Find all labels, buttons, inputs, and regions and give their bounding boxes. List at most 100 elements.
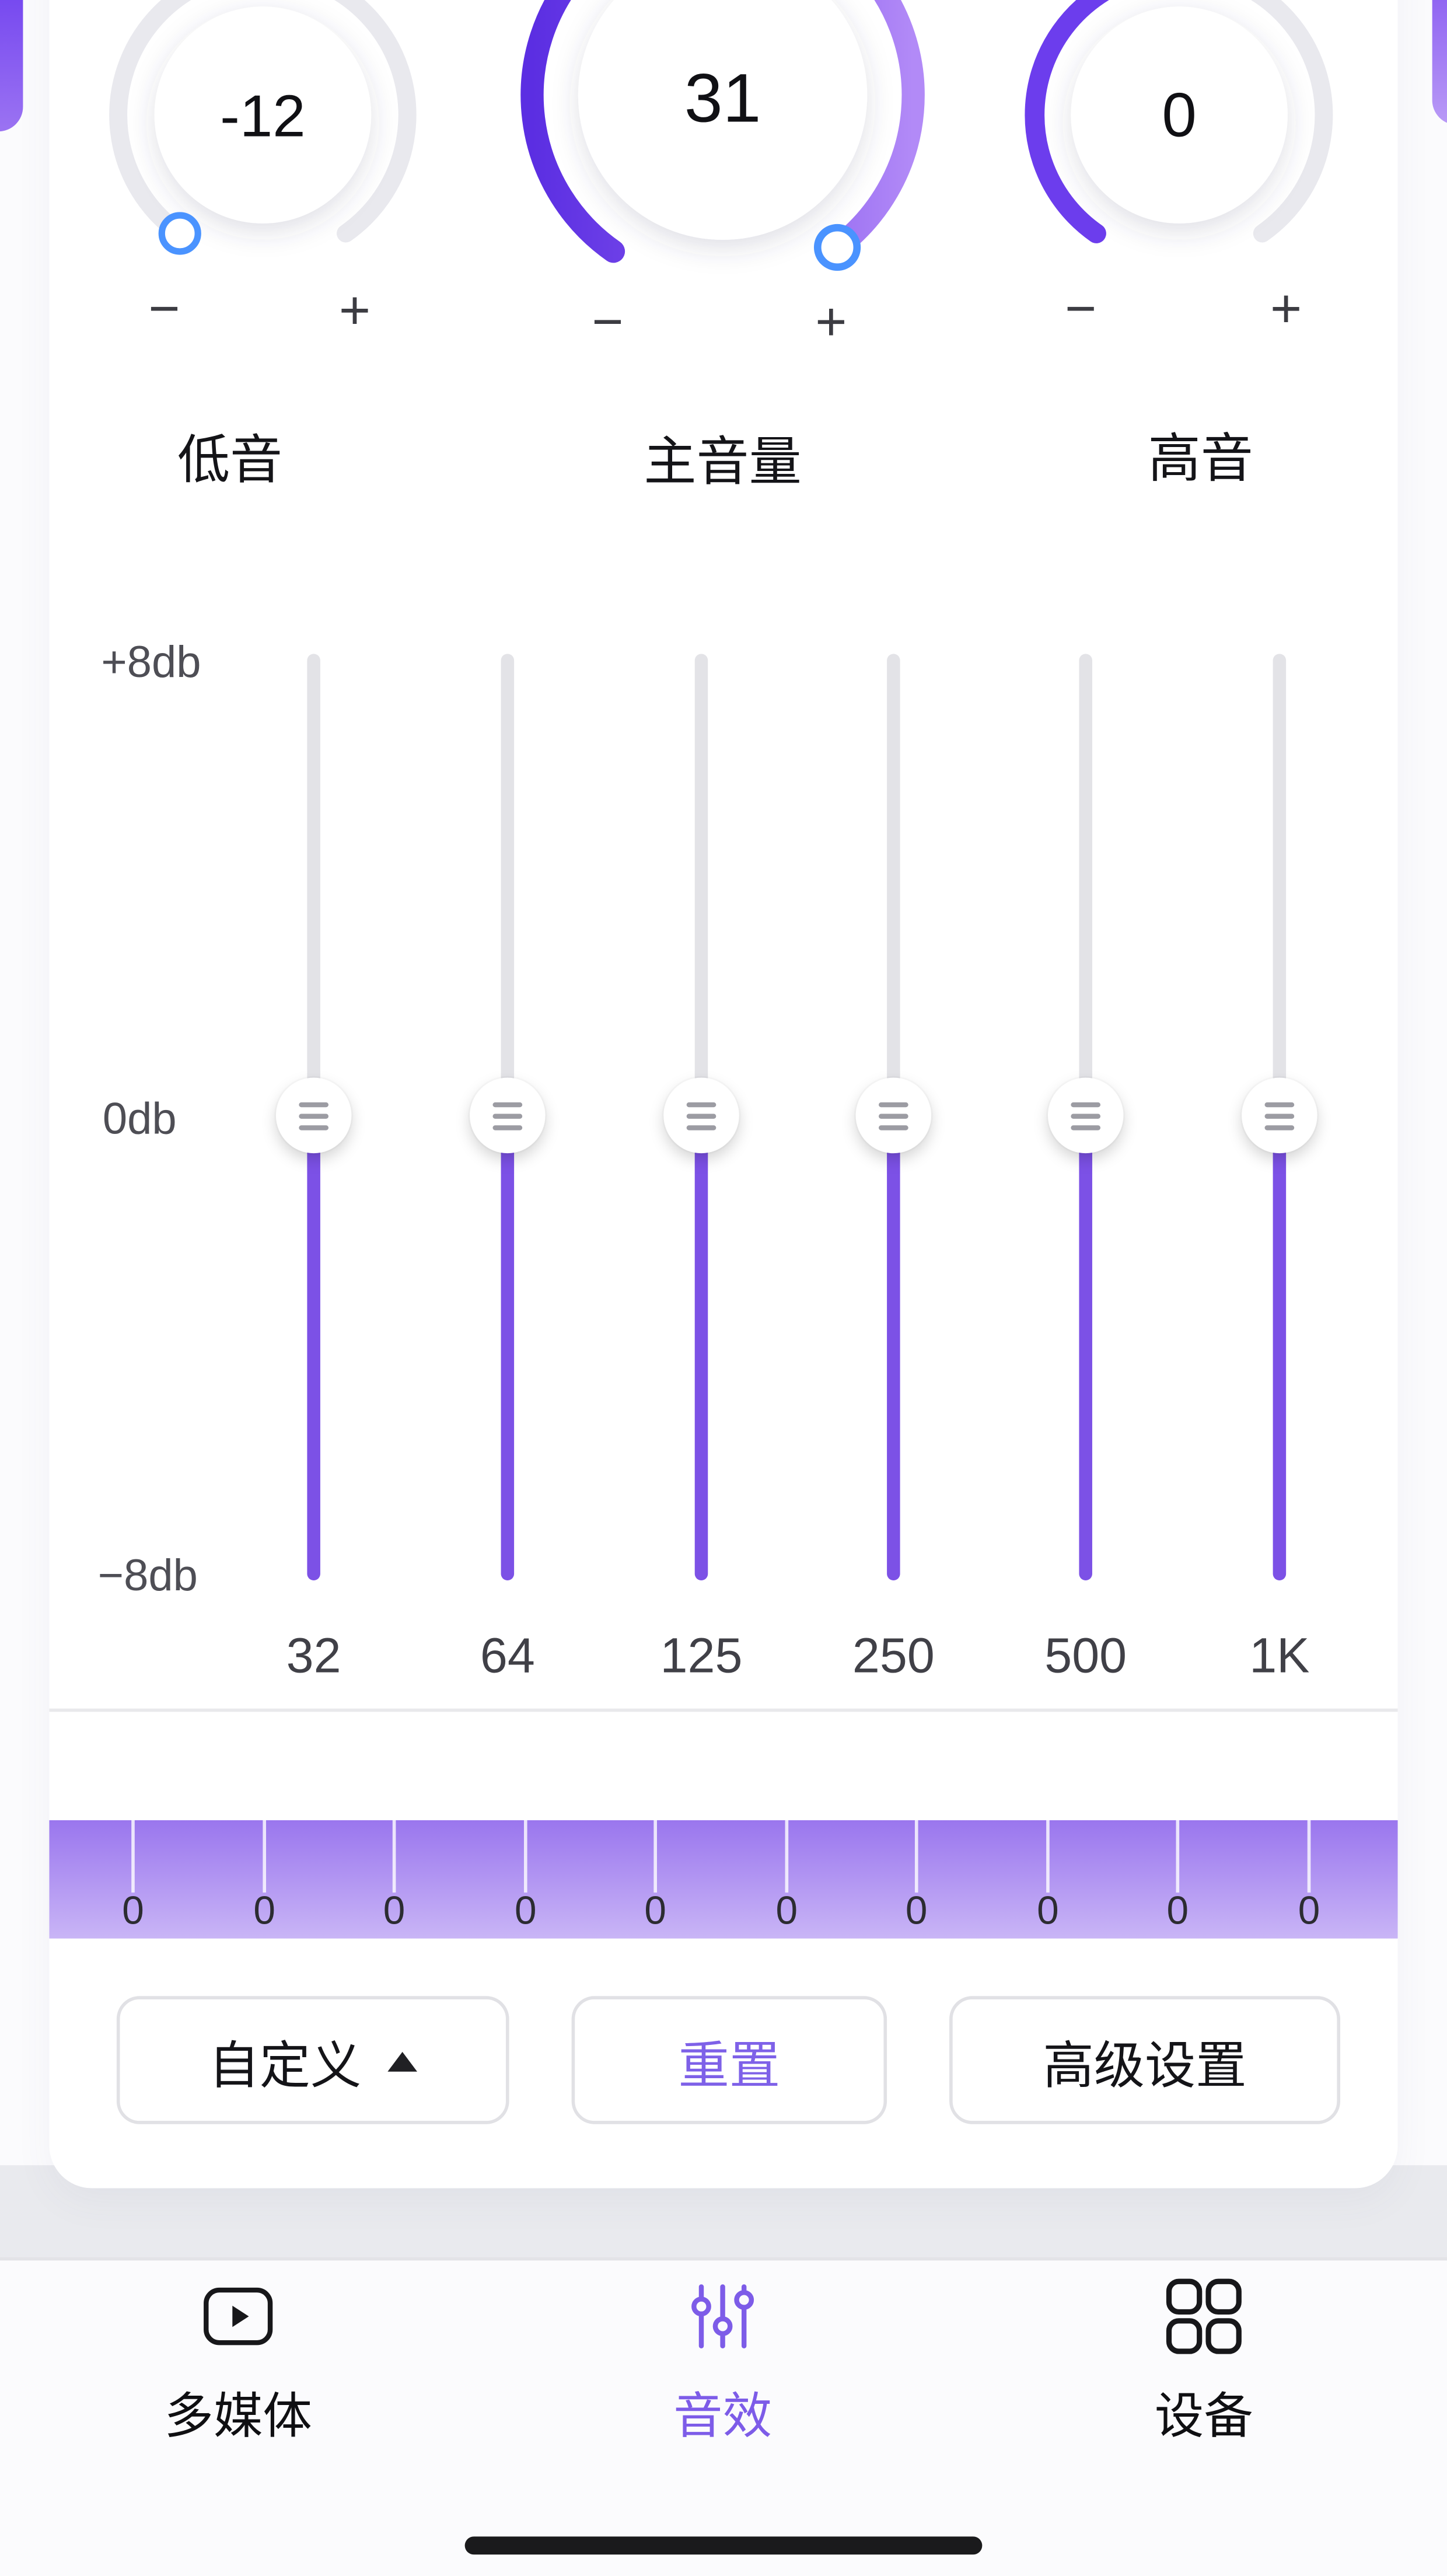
bass-increase-button[interactable]: + — [338, 279, 371, 340]
ruler-value: 0 — [122, 1889, 144, 1934]
master-decrease-button[interactable]: − — [592, 291, 624, 352]
grip-lines-icon — [879, 1113, 908, 1118]
eq-band-frequency: 250 — [852, 1629, 935, 1684]
eq-band-64[interactable]: 64 — [455, 654, 560, 1705]
ruler-value: 0 — [905, 1889, 928, 1934]
eq-band-1k[interactable]: 1K — [1227, 654, 1332, 1705]
grip-lines-icon — [686, 1113, 716, 1118]
ruler-value: 0 — [1298, 1889, 1320, 1934]
master-increase-button[interactable]: + — [815, 291, 847, 352]
treble-increase-button[interactable]: + — [1270, 277, 1302, 338]
grip-lines-icon — [1071, 1113, 1101, 1118]
bass-label: 低音 — [177, 430, 283, 490]
ruler-tick — [1046, 1820, 1050, 1893]
preset-dropdown-button[interactable]: 自定义 — [116, 1996, 509, 2124]
eq-slider-handle[interactable] — [470, 1077, 546, 1154]
treble-label: 高音 — [1148, 428, 1253, 488]
eq-track-lower[interactable] — [307, 1115, 320, 1581]
bass-knob-track[interactable] — [109, 0, 417, 243]
ruler-tick — [523, 1820, 527, 1893]
grip-lines-icon — [879, 1124, 908, 1130]
eq-track-upper[interactable] — [501, 654, 515, 1116]
treble-decrease-button[interactable]: − — [1065, 277, 1097, 338]
adjacent-card-right[interactable] — [1432, 0, 1447, 125]
eq-track-upper[interactable] — [307, 654, 320, 1116]
ruler-value: 0 — [514, 1889, 537, 1934]
caret-up-icon — [387, 2051, 418, 2072]
eq-band-125[interactable]: 125 — [649, 654, 754, 1705]
tab-sound-effects-label: 音效 — [673, 2390, 773, 2445]
ruler-value: 0 — [1166, 1889, 1189, 1934]
eq-band-500[interactable]: 500 — [1033, 654, 1138, 1705]
eq-band-250[interactable]: 250 — [841, 654, 946, 1705]
adjacent-card-left[interactable] — [0, 0, 23, 132]
advanced-settings-button[interactable]: 高级设置 — [949, 1996, 1341, 2124]
eq-track-lower[interactable] — [694, 1115, 708, 1581]
reset-button[interactable]: 重置 — [571, 1996, 887, 2124]
eq-axis-minus8db: −8db — [97, 1551, 198, 1600]
treble-knob[interactable] — [999, 0, 1360, 296]
eq-track-lower[interactable] — [501, 1115, 515, 1581]
master-volume-label: 主音量 — [644, 432, 802, 491]
ruler-tick — [392, 1820, 396, 1893]
grip-lines-icon — [492, 1113, 523, 1118]
grip-lines-icon — [299, 1113, 328, 1118]
treble-knob-progress-arc — [1025, 0, 1109, 243]
ruler-value: 0 — [383, 1889, 406, 1934]
grip-lines-icon — [1264, 1113, 1295, 1118]
treble-knob-face[interactable] — [1071, 6, 1288, 224]
grip-lines-icon — [1264, 1101, 1295, 1107]
eq-band-frequency: 125 — [660, 1629, 743, 1684]
treble-value: 0 — [1162, 82, 1197, 151]
grid-icon — [1166, 2278, 1242, 2354]
ruler-tick — [653, 1820, 657, 1893]
tab-devices-label: 设备 — [1154, 2390, 1253, 2445]
tab-sound-effects[interactable]: 音效 — [591, 2277, 854, 2448]
eq-axis-plus8db: +8db — [101, 637, 201, 687]
master-knob-handle[interactable] — [813, 224, 861, 271]
tab-multimedia[interactable]: 多媒体 — [107, 2277, 369, 2448]
eq-track-lower[interactable] — [887, 1115, 900, 1581]
eq-track-lower[interactable] — [1079, 1115, 1092, 1581]
bass-knob-handle[interactable] — [158, 212, 201, 255]
ruler-tick — [914, 1820, 918, 1893]
grip-lines-icon — [686, 1124, 716, 1130]
eq-track-upper[interactable] — [1273, 654, 1287, 1116]
eq-track-upper[interactable] — [1079, 654, 1092, 1116]
advanced-settings-label: 高级设置 — [1043, 2036, 1247, 2094]
grip-lines-icon — [1071, 1124, 1101, 1130]
grip-lines-icon — [686, 1101, 716, 1107]
eq-axis-0db: 0db — [102, 1094, 177, 1144]
master-knob-face[interactable] — [578, 0, 868, 240]
eq-slider-handle[interactable] — [1242, 1077, 1317, 1154]
home-indicator[interactable] — [464, 2536, 983, 2555]
grip-lines-icon — [299, 1124, 328, 1130]
ruler-tick — [131, 1820, 135, 1893]
tab-devices[interactable]: 设备 — [1072, 2277, 1335, 2448]
bass-value: -12 — [220, 82, 306, 150]
grip-lines-icon — [1071, 1101, 1101, 1107]
eq-slider-handle[interactable] — [663, 1077, 739, 1154]
ruler-value: 0 — [1037, 1889, 1059, 1934]
bass-decrease-button[interactable]: − — [148, 277, 180, 338]
eq-track-lower[interactable] — [1273, 1115, 1287, 1581]
eq-slider-handle[interactable] — [1047, 1077, 1124, 1154]
eq-slider-handle[interactable] — [275, 1077, 352, 1154]
grip-lines-icon — [492, 1101, 523, 1107]
eq-track-upper[interactable] — [694, 654, 708, 1116]
eq-band-frequency: 1K — [1249, 1629, 1310, 1684]
bass-knob-face[interactable] — [154, 6, 372, 224]
tab-multimedia-label: 多媒体 — [164, 2390, 312, 2445]
eq-band-32[interactable]: 32 — [261, 654, 366, 1705]
reset-label: 重置 — [678, 2036, 781, 2094]
bass-knob[interactable] — [82, 0, 443, 296]
master-volume-value: 31 — [684, 59, 761, 137]
preset-label: 自定义 — [208, 2036, 362, 2094]
eq-band-frequency: 500 — [1044, 1629, 1127, 1684]
eq-slider-handle[interactable] — [855, 1077, 932, 1154]
eq-track-upper[interactable] — [887, 654, 900, 1116]
ruler-tick — [1307, 1820, 1311, 1893]
master-volume-knob[interactable] — [492, 0, 952, 325]
value-ruler[interactable]: 0 0 0 0 0 0 0 0 0 0 — [49, 1820, 1398, 1939]
